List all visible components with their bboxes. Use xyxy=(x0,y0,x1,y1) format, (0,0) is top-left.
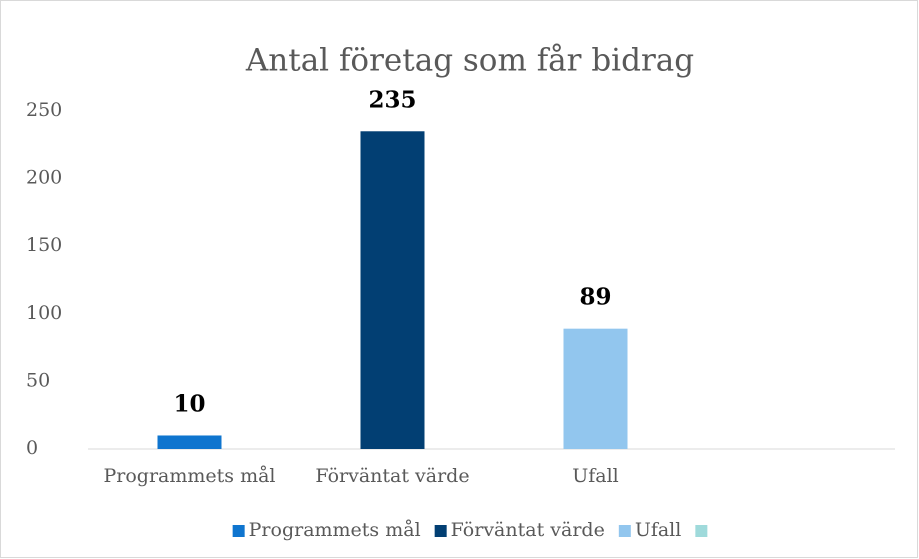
data-label: 235 xyxy=(368,86,416,113)
legend-swatch xyxy=(695,525,708,537)
data-label: 10 xyxy=(173,390,205,417)
x-tick-label: Ufall xyxy=(572,465,619,487)
y-tick-label: 100 xyxy=(26,302,62,324)
y-tick-label: 0 xyxy=(26,437,38,459)
legend-swatch xyxy=(434,525,447,537)
legend-label: Ufall xyxy=(635,519,682,541)
y-tick-label: 50 xyxy=(26,369,50,391)
bar xyxy=(157,435,222,449)
chart-title: Antal företag som får bidrag xyxy=(245,43,694,79)
y-tick-label: 250 xyxy=(26,99,62,121)
bar xyxy=(563,328,628,449)
legend-swatch xyxy=(232,525,245,537)
x-tick-label: Förväntat värde xyxy=(315,465,469,487)
legend-label: Programmets mål xyxy=(249,519,421,541)
x-tick-label: Programmets mål xyxy=(103,465,275,487)
y-tick-label: 150 xyxy=(26,234,62,256)
y-tick-label: 200 xyxy=(26,167,62,189)
bar xyxy=(360,131,425,449)
legend-label: Förväntat värde xyxy=(451,519,605,541)
legend-swatch xyxy=(618,525,631,537)
data-label: 89 xyxy=(579,284,611,311)
